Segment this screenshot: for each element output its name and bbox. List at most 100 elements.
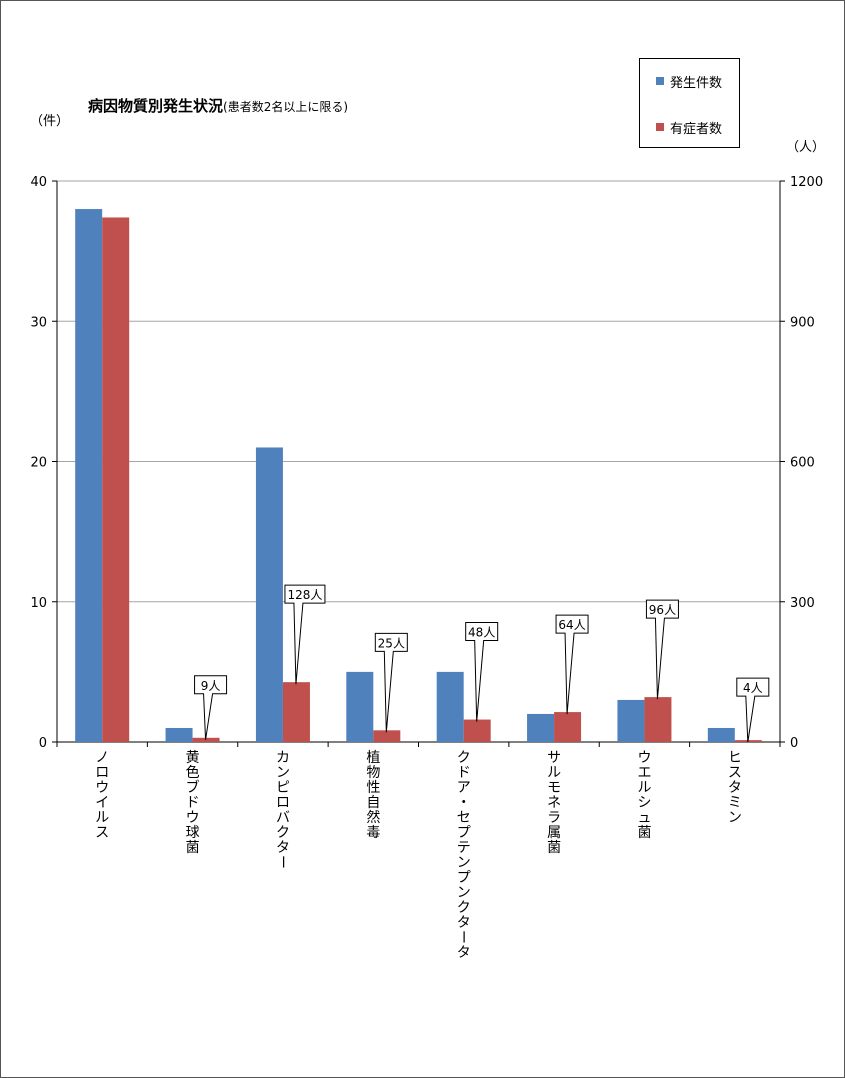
category-label: ン — [457, 855, 471, 871]
callout-box — [645, 599, 679, 700]
category-label: 菌 — [637, 825, 651, 841]
callout-box — [555, 614, 589, 715]
category-label: サ — [547, 750, 561, 766]
callout-label: 4人 — [743, 681, 763, 695]
bar-cases — [165, 727, 193, 742]
legend-label-cases: 発生件数 — [670, 75, 723, 91]
bar-patients — [554, 712, 582, 742]
callout-box — [284, 584, 326, 685]
category-label: ク — [276, 825, 290, 841]
category-label: ュ — [637, 810, 651, 826]
category-label: ス — [95, 825, 109, 841]
bar-patients — [373, 730, 401, 742]
category-label: ラ — [547, 810, 561, 826]
category-label: 性 — [366, 780, 380, 796]
category-label: イ — [95, 795, 109, 811]
category-label: ド — [186, 795, 200, 811]
category-label: ー — [455, 930, 471, 944]
category-label: ン — [728, 810, 742, 826]
left-axis-tick-label: 30 — [30, 315, 47, 330]
category-label: ク — [457, 900, 471, 916]
bar-cases — [436, 671, 464, 742]
bar-patients — [644, 697, 672, 742]
category-label: ー — [274, 855, 290, 869]
category-label: モ — [547, 780, 561, 796]
left-axis-tick-label: 0 — [39, 736, 47, 751]
category-label: タ — [457, 945, 471, 961]
category-label: 黄 — [186, 749, 200, 766]
category-label: カ — [276, 750, 290, 766]
category-label: ロ — [95, 765, 109, 781]
category-label: プ — [457, 870, 471, 886]
category-label: セ — [457, 810, 471, 826]
category-label: ク — [457, 750, 471, 766]
category-label: ブ — [186, 779, 200, 796]
legend-item-cases: 発生件数 — [656, 71, 722, 91]
category-label: ン — [276, 765, 290, 781]
callout-label: 9人 — [201, 679, 221, 693]
bar-cases — [707, 727, 735, 742]
category-label: 物 — [366, 765, 380, 781]
right-axis-tick-label: 0 — [790, 736, 798, 751]
chart-title: 病因物質別発生状況(患者数2名以上に限る) — [88, 95, 348, 116]
bar-cases — [255, 447, 283, 742]
category-label: シ — [637, 795, 651, 811]
bar-patients — [102, 217, 130, 743]
left-axis-unit: （件） — [30, 114, 70, 129]
category-label: 菌 — [547, 840, 561, 856]
left-axis-tick-label: 10 — [30, 596, 47, 611]
legend-label-patients: 有症者数 — [670, 121, 723, 137]
category-label: ア — [457, 780, 471, 796]
callout-label: 25人 — [378, 636, 405, 650]
category-label: ミ — [728, 795, 742, 811]
category-label: ド — [457, 765, 471, 781]
bar-patients — [282, 682, 310, 742]
category-label: 属 — [547, 825, 561, 841]
legend-swatch-patients — [656, 123, 664, 131]
right-axis-tick-label: 1200 — [790, 175, 823, 190]
category-label: ル — [95, 810, 109, 826]
category-label: プ — [457, 825, 471, 841]
chart-subtitle: (患者数2名以上に限る) — [223, 100, 349, 114]
category-label: ル — [547, 765, 561, 781]
category-label: タ — [728, 780, 742, 796]
chart-title-text: 病因物質別発生状況 — [88, 97, 224, 115]
legend: 発生件数 有症者数 — [639, 58, 740, 148]
category-label: ウ — [95, 780, 109, 796]
right-axis-unit: （人） — [786, 140, 826, 155]
category-label: 自 — [366, 795, 380, 811]
bar-cases — [527, 713, 555, 742]
category-label: 毒 — [366, 825, 380, 841]
bar-patients — [463, 719, 491, 742]
category-label: タ — [457, 915, 471, 931]
category-label: ン — [457, 885, 471, 901]
category-label: タ — [276, 840, 290, 856]
category-label: ウ — [186, 810, 200, 826]
left-axis-tick-label: 40 — [30, 175, 47, 190]
legend-item-patients: 有症者数 — [656, 117, 722, 137]
category-label: 菌 — [186, 840, 200, 856]
category-label: ヒ — [728, 750, 742, 766]
category-label: バ — [276, 810, 290, 826]
bar-cases — [75, 209, 103, 743]
callout-label: 128人 — [287, 588, 322, 602]
category-label: ウ — [637, 750, 651, 766]
callout-label: 64人 — [558, 618, 585, 632]
callout-box — [194, 675, 228, 740]
category-label: ・ — [457, 795, 471, 811]
callout-box — [374, 632, 408, 733]
category-label: 色 — [186, 764, 200, 781]
category-label: テ — [457, 840, 471, 856]
callout-box — [465, 622, 499, 722]
category-label: ス — [728, 765, 742, 781]
left-axis-tick-label: 20 — [30, 456, 47, 471]
callout-box — [736, 677, 770, 743]
category-label: ル — [637, 780, 651, 796]
callout-label: 96人 — [649, 603, 676, 617]
bar-cases — [346, 671, 374, 742]
right-axis-tick-label: 600 — [790, 456, 815, 471]
category-label: ノ — [95, 750, 109, 766]
right-axis-tick-label: 300 — [790, 596, 815, 611]
